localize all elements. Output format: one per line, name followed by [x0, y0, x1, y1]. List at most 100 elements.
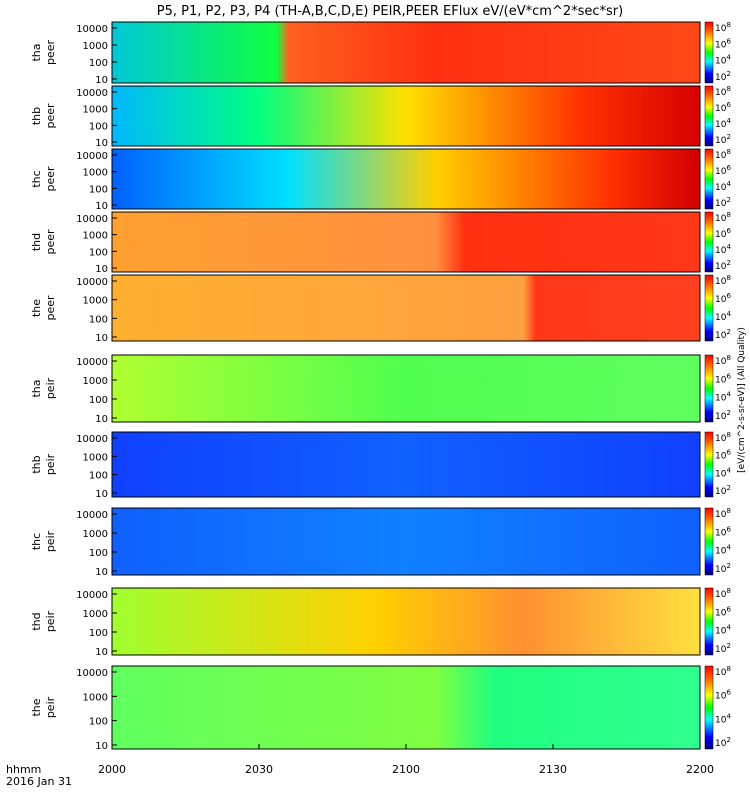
colorbar-tick-label: 104	[715, 117, 731, 130]
panel-probe-label: thd	[30, 233, 43, 251]
colorbar-tick-label: 104	[715, 180, 731, 193]
y-tick-label: 10	[95, 489, 108, 500]
colorbar-tick-label: 108	[715, 354, 731, 367]
y-tick-label: 100	[89, 471, 108, 482]
colorbar-tick-label: 106	[715, 227, 731, 240]
colorbar-tick-label: 108	[715, 148, 731, 161]
y-tick-label: 100	[89, 548, 108, 559]
colorbar-tick-label: 108	[715, 274, 731, 287]
y-tick-label: 1000	[83, 168, 108, 179]
colorbar	[704, 665, 714, 750]
y-tick-label: 10	[95, 75, 108, 86]
colorbar-tick-label: 106	[715, 37, 731, 50]
y-tick-label: 1000	[83, 296, 108, 307]
panel-species-label: peir	[44, 453, 57, 475]
colorbar-tick-label: 104	[715, 624, 731, 637]
y-tick-label: 10	[95, 201, 108, 212]
panel-frame	[111, 507, 701, 576]
spectrogram-panel: 10 100 1000 10000 tha peer 102 104 106 108	[30, 21, 731, 86]
panel-frame	[111, 587, 701, 656]
colorbar-tick-label: 106	[715, 605, 731, 618]
colorbar-tick-label: 106	[715, 525, 731, 538]
panel-species-label: peir	[44, 610, 57, 632]
colorbar-tick-label: 108	[715, 507, 731, 520]
y-tick-label: 10000	[76, 590, 108, 601]
y-tick-label: 10000	[76, 151, 108, 162]
spectrogram-panel: 10 100 1000 10000 thc peer 102 104 106 108	[30, 148, 731, 212]
spectrogram-image	[112, 275, 700, 341]
y-tick-label: 100	[89, 58, 108, 69]
colorbar-tick-label: 106	[715, 164, 731, 177]
y-tick-label: 1000	[83, 231, 108, 242]
colorbar-tick-label: 108	[715, 587, 731, 600]
panel-frame	[111, 274, 701, 342]
y-tick-label: 10	[95, 264, 108, 275]
colorbar	[704, 21, 714, 84]
chart-title: P5, P1, P2, P3, P4 (TH-A,B,C,D,E) PEIR,P…	[157, 4, 623, 19]
panel-frame	[111, 211, 701, 273]
colorbar-tick-label: 102	[715, 562, 731, 575]
x-axis: 2000 2030 2100 2130 2200	[98, 744, 714, 776]
panel-frame	[111, 431, 701, 498]
colorbar-tick-label: 108	[715, 211, 731, 224]
colorbar	[704, 148, 714, 210]
colorbar-tick-label: 104	[715, 54, 731, 67]
spectrogram-panel: 10 100 1000 10000 thb peer 102 104 106 108	[30, 85, 731, 149]
y-tick-label: 100	[89, 247, 108, 258]
y-tick-label: 10000	[76, 510, 108, 521]
y-tick-label: 10	[95, 567, 108, 578]
spectrogram-image	[112, 355, 700, 422]
x-date-label: 2016 Jan 31	[6, 775, 72, 788]
colorbar-tick-label: 102	[715, 484, 731, 497]
y-tick-label: 100	[89, 314, 108, 325]
y-tick-label: 10000	[76, 434, 108, 445]
panels: 10 100 1000 10000 tha peer 102 104 106 108 10 100 10…	[30, 21, 731, 752]
x-corner-label: hhmm	[6, 763, 41, 776]
colorbar	[704, 431, 714, 498]
panel-probe-label: tha	[30, 43, 43, 61]
y-tick-label: 1000	[83, 452, 108, 463]
spectrogram-panel: 10 100 1000 10000 thd peir 102 104 106 108	[30, 587, 731, 658]
y-tick-label: 1000	[83, 692, 108, 703]
y-tick-label: 1000	[83, 41, 108, 52]
x-tick-label: 2130	[539, 763, 567, 776]
spectrogram-image	[112, 588, 700, 655]
colorbar-tick-label: 108	[715, 431, 731, 444]
panel-probe-label: thd	[30, 612, 43, 630]
x-tick-label: 2030	[245, 763, 273, 776]
panel-frame	[111, 354, 701, 423]
spectrogram-image	[112, 22, 700, 83]
colorbar-tick-label: 104	[715, 466, 731, 479]
spectrogram-image	[112, 666, 700, 749]
y-tick-label: 10000	[76, 88, 108, 99]
colorbar-tick-label: 102	[715, 642, 731, 655]
panel-species-label: peer	[44, 229, 57, 255]
colorbar	[704, 354, 714, 423]
colorbar-tick-label: 108	[715, 665, 731, 678]
colorbar	[704, 274, 714, 342]
y-tick-label: 100	[89, 121, 108, 132]
panel-frame	[111, 21, 701, 84]
y-tick-label: 1000	[83, 529, 108, 540]
colorbar-tick-label: 104	[715, 243, 731, 256]
spectrogram-image	[112, 508, 700, 575]
y-tick-label: 100	[89, 395, 108, 406]
colorbar-tick-label: 108	[715, 21, 731, 34]
panel-species-label: peer	[44, 295, 57, 321]
colorbar	[704, 85, 714, 147]
y-tick-label: 1000	[83, 105, 108, 116]
spectrogram-panel: 10 100 1000 10000 tha peir 102 104 106 108	[30, 354, 731, 425]
colorbar-label: [eV/(cm^2-s-sr-eV)] (All Quality)	[737, 327, 747, 473]
y-tick-label: 10000	[76, 668, 108, 679]
panel-species-label: peir	[44, 530, 57, 552]
spectrogram-image	[112, 212, 700, 272]
x-tick-label: 2000	[98, 763, 126, 776]
panel-probe-label: the	[30, 299, 43, 317]
y-tick-label: 10000	[76, 214, 108, 225]
panel-probe-label: tha	[30, 379, 43, 397]
spectrogram-panel: 10 100 1000 10000 the peir 102 104 106 108	[30, 665, 731, 752]
colorbar	[704, 587, 714, 656]
colorbar-tick-label: 104	[715, 391, 731, 404]
y-tick-label: 1000	[83, 376, 108, 387]
